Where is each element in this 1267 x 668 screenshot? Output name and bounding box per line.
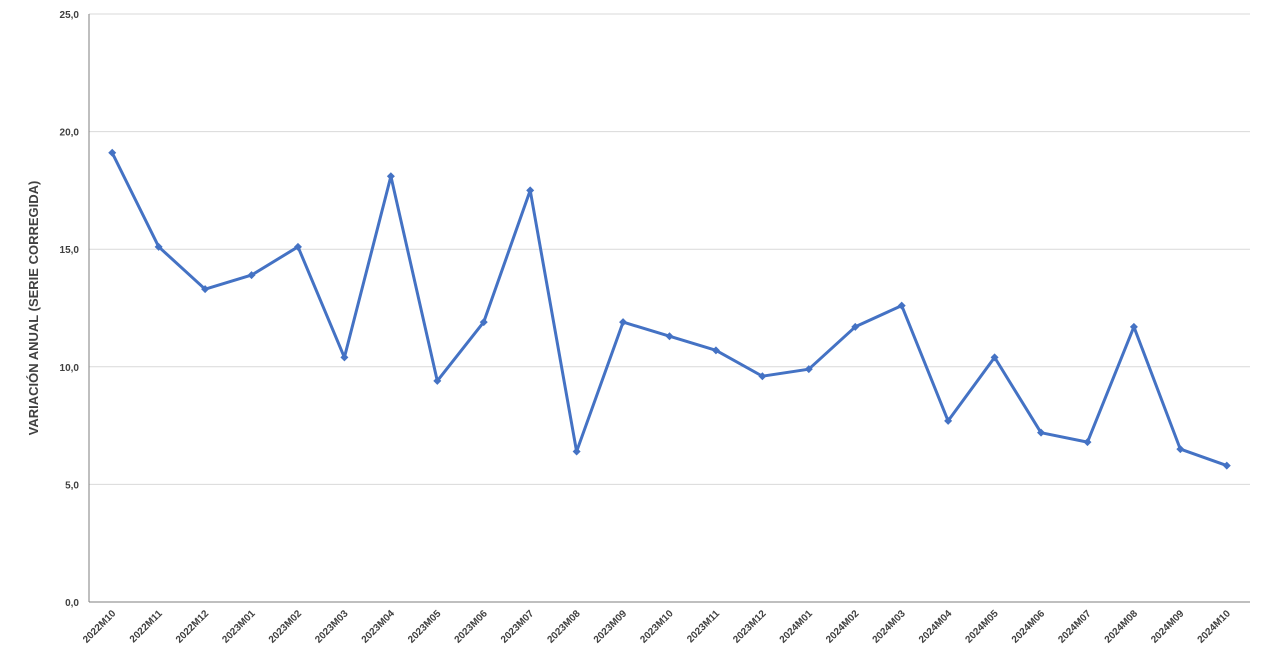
x-tick-label: 2023M02 [267, 608, 305, 646]
y-tick-label: 0,0 [65, 598, 79, 609]
data-point-marker [293, 242, 302, 251]
x-tick-label: 2023M08 [545, 608, 583, 646]
data-point-marker [108, 148, 117, 157]
x-tick-label: 2023M11 [685, 608, 722, 645]
x-tick-label: 2024M01 [778, 608, 816, 646]
x-tick-label: 2023M10 [638, 608, 676, 646]
x-tick-label: 2024M03 [871, 608, 909, 646]
y-tick-label: 25,0 [60, 10, 80, 21]
x-tick-label: 2023M05 [406, 608, 444, 646]
x-tick-label: 2022M11 [128, 608, 165, 645]
data-point-marker [572, 447, 581, 456]
x-tick-label: 2023M09 [592, 608, 630, 646]
x-tick-label: 2024M05 [963, 608, 1001, 646]
x-tick-label: 2024M10 [1196, 608, 1234, 646]
data-point-marker [201, 285, 210, 294]
data-point-marker [340, 353, 349, 362]
x-tick-label: 2024M07 [1056, 608, 1094, 646]
data-point-marker [665, 332, 674, 341]
x-tick-label: 2024M08 [1103, 608, 1141, 646]
data-point-marker [1037, 428, 1046, 437]
y-axis-label: VARIACIÓN ANUAL (SERIE CORREGIDA) [26, 181, 41, 436]
data-point-marker [619, 318, 628, 327]
data-point-marker [851, 322, 860, 331]
series-group [108, 148, 1231, 470]
x-axis-ticks: 2022M10 2022M11 2022M12 2023M01 2023M02 2023M… [81, 608, 1233, 646]
x-tick-label: 2023M03 [313, 608, 351, 646]
y-axis-ticks: 0,0 5,0 10,0 15,0 20,0 25,0 [60, 10, 80, 609]
data-point-marker [479, 318, 488, 327]
data-point-marker [433, 376, 442, 385]
y-tick-label: 20,0 [60, 128, 80, 139]
x-tick-label: 2024M09 [1149, 608, 1187, 646]
data-point-marker [1129, 322, 1138, 331]
data-point-marker [944, 416, 953, 425]
data-point-marker [1222, 461, 1231, 470]
y-tick-label: 5,0 [65, 480, 79, 491]
data-point-marker [154, 242, 163, 251]
data-point-marker [990, 353, 999, 362]
data-point-marker [1176, 445, 1185, 454]
x-tick-label: 2023M01 [220, 608, 258, 646]
x-tick-label: 2022M12 [174, 608, 212, 646]
data-point-marker [526, 186, 535, 195]
y-tick-label: 10,0 [60, 363, 80, 374]
series-line [110, 151, 1229, 468]
data-point-marker [386, 172, 395, 181]
data-point-marker [804, 365, 813, 374]
data-point-marker [758, 372, 767, 381]
x-tick-label: 2023M07 [499, 608, 537, 646]
x-tick-label: 2023M06 [453, 608, 491, 646]
data-point-marker [1083, 438, 1092, 447]
x-tick-label: 2024M02 [824, 608, 862, 646]
data-point-marker [247, 271, 256, 280]
gridlines [89, 13, 1250, 485]
data-point-marker [897, 301, 906, 310]
x-tick-label: 2023M12 [731, 608, 769, 646]
data-point-marker [711, 346, 720, 355]
x-tick-label: 2023M04 [360, 608, 398, 646]
x-tick-label: 2024M06 [1010, 608, 1048, 646]
x-tick-label: 2024M04 [917, 608, 955, 646]
x-tick-label: 2022M10 [81, 608, 119, 646]
y-tick-label: 15,0 [60, 245, 80, 256]
